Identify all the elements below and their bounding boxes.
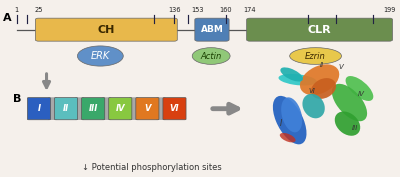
Ellipse shape [311,78,336,99]
Ellipse shape [300,64,339,95]
Ellipse shape [346,76,373,101]
Text: III: III [88,104,98,113]
Text: IV: IV [116,104,125,113]
Ellipse shape [278,74,317,85]
FancyBboxPatch shape [75,98,84,120]
Text: 153: 153 [192,7,204,13]
Ellipse shape [78,46,123,66]
Text: VI: VI [170,104,179,113]
Text: A: A [3,13,11,23]
FancyBboxPatch shape [195,18,229,41]
FancyBboxPatch shape [48,98,57,120]
Text: ERK: ERK [91,51,110,61]
Text: 160: 160 [220,7,232,13]
Text: IV: IV [358,90,364,96]
Ellipse shape [332,84,367,121]
Text: B: B [13,94,21,104]
FancyBboxPatch shape [163,98,186,120]
Ellipse shape [335,112,360,136]
FancyBboxPatch shape [82,98,105,120]
FancyBboxPatch shape [54,98,78,120]
FancyBboxPatch shape [102,98,111,120]
Ellipse shape [302,94,325,118]
Text: 136: 136 [168,7,180,13]
Ellipse shape [192,48,230,64]
Text: ABM: ABM [200,25,223,34]
Text: VI: VI [308,88,315,94]
FancyBboxPatch shape [109,98,132,120]
FancyBboxPatch shape [156,98,165,120]
Text: I: I [37,104,40,113]
Text: CH: CH [98,25,115,35]
Ellipse shape [281,97,302,132]
Ellipse shape [290,48,342,64]
FancyBboxPatch shape [28,98,50,120]
Text: Ezrin: Ezrin [305,52,326,61]
FancyBboxPatch shape [130,98,138,120]
Text: III: III [352,125,358,131]
FancyBboxPatch shape [35,18,177,41]
Text: Actin: Actin [200,52,222,61]
Text: 199: 199 [383,7,396,13]
Text: II: II [63,104,69,113]
Ellipse shape [273,96,306,144]
Text: 25: 25 [34,7,43,13]
Text: V: V [144,104,151,113]
Text: V: V [339,64,344,70]
Text: 1: 1 [14,7,19,13]
Text: ↓ Potential phosphorylation sites: ↓ Potential phosphorylation sites [82,163,222,172]
Text: 174: 174 [244,7,256,13]
Ellipse shape [280,133,296,142]
FancyBboxPatch shape [247,18,392,41]
Text: II: II [320,62,324,68]
FancyBboxPatch shape [136,98,159,120]
Text: I: I [280,119,282,128]
Ellipse shape [280,67,303,82]
Text: CLR: CLR [308,25,331,35]
